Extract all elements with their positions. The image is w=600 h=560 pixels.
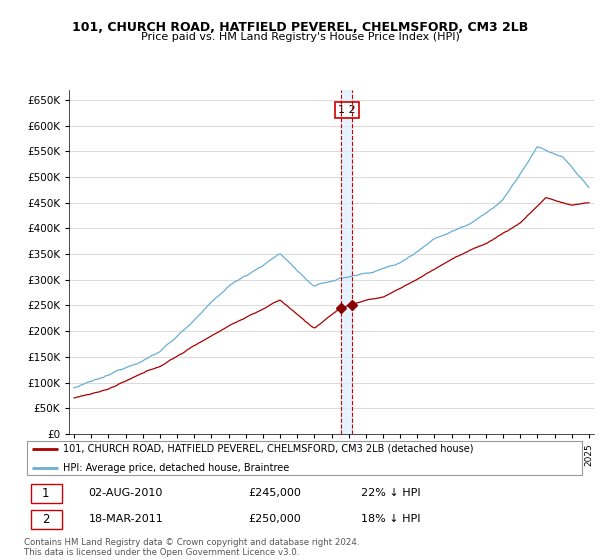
Text: 1: 1	[42, 487, 50, 500]
Text: 18-MAR-2011: 18-MAR-2011	[89, 514, 163, 524]
Text: 101, CHURCH ROAD, HATFIELD PEVEREL, CHELMSFORD, CM3 2LB (detached house): 101, CHURCH ROAD, HATFIELD PEVEREL, CHEL…	[63, 444, 474, 454]
Text: £250,000: £250,000	[248, 514, 301, 524]
Text: Contains HM Land Registry data © Crown copyright and database right 2024.
This d: Contains HM Land Registry data © Crown c…	[24, 538, 359, 557]
Text: 02-AUG-2010: 02-AUG-2010	[89, 488, 163, 498]
FancyBboxPatch shape	[31, 484, 62, 502]
FancyBboxPatch shape	[27, 441, 582, 475]
Text: 2: 2	[42, 513, 50, 526]
Text: Price paid vs. HM Land Registry's House Price Index (HPI): Price paid vs. HM Land Registry's House …	[140, 32, 460, 43]
Text: 1 2: 1 2	[338, 105, 356, 115]
Bar	[341, 90, 352, 434]
Text: HPI: Average price, detached house, Braintree: HPI: Average price, detached house, Brai…	[63, 463, 290, 473]
Text: 18% ↓ HPI: 18% ↓ HPI	[361, 514, 420, 524]
FancyBboxPatch shape	[31, 510, 62, 529]
Text: £245,000: £245,000	[248, 488, 301, 498]
Text: 101, CHURCH ROAD, HATFIELD PEVEREL, CHELMSFORD, CM3 2LB: 101, CHURCH ROAD, HATFIELD PEVEREL, CHEL…	[72, 21, 528, 34]
Text: 22% ↓ HPI: 22% ↓ HPI	[361, 488, 420, 498]
